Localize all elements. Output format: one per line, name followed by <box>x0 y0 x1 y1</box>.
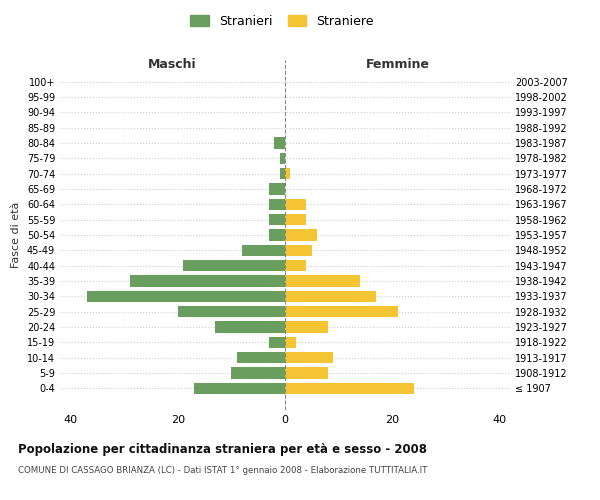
Bar <box>269 336 285 348</box>
Bar <box>274 137 285 148</box>
Bar <box>130 276 285 287</box>
Bar <box>269 214 285 226</box>
Bar <box>285 244 312 256</box>
Bar <box>285 352 333 364</box>
Bar <box>285 290 376 302</box>
Bar <box>285 322 328 333</box>
Bar <box>280 152 285 164</box>
Bar <box>285 168 290 179</box>
Bar <box>269 183 285 194</box>
Bar <box>269 229 285 241</box>
Bar <box>242 244 285 256</box>
Bar <box>285 260 307 272</box>
Bar <box>215 322 285 333</box>
Bar <box>194 382 285 394</box>
Bar <box>285 336 296 348</box>
Y-axis label: Fasce di età: Fasce di età <box>11 202 21 268</box>
Bar <box>285 382 413 394</box>
Bar <box>285 214 307 226</box>
Bar <box>285 276 360 287</box>
Bar <box>285 368 328 379</box>
Bar <box>183 260 285 272</box>
Legend: Stranieri, Straniere: Stranieri, Straniere <box>187 11 377 32</box>
Bar <box>232 368 285 379</box>
Bar <box>285 306 398 318</box>
Bar <box>269 198 285 210</box>
Text: Maschi: Maschi <box>148 58 197 71</box>
Bar <box>178 306 285 318</box>
Text: Femmine: Femmine <box>365 58 430 71</box>
Bar <box>280 168 285 179</box>
Bar <box>285 229 317 241</box>
Text: Popolazione per cittadinanza straniera per età e sesso - 2008: Popolazione per cittadinanza straniera p… <box>18 442 427 456</box>
Text: COMUNE DI CASSAGO BRIANZA (LC) - Dati ISTAT 1° gennaio 2008 - Elaborazione TUTTI: COMUNE DI CASSAGO BRIANZA (LC) - Dati IS… <box>18 466 427 475</box>
Bar <box>87 290 285 302</box>
Bar <box>285 198 307 210</box>
Bar <box>237 352 285 364</box>
